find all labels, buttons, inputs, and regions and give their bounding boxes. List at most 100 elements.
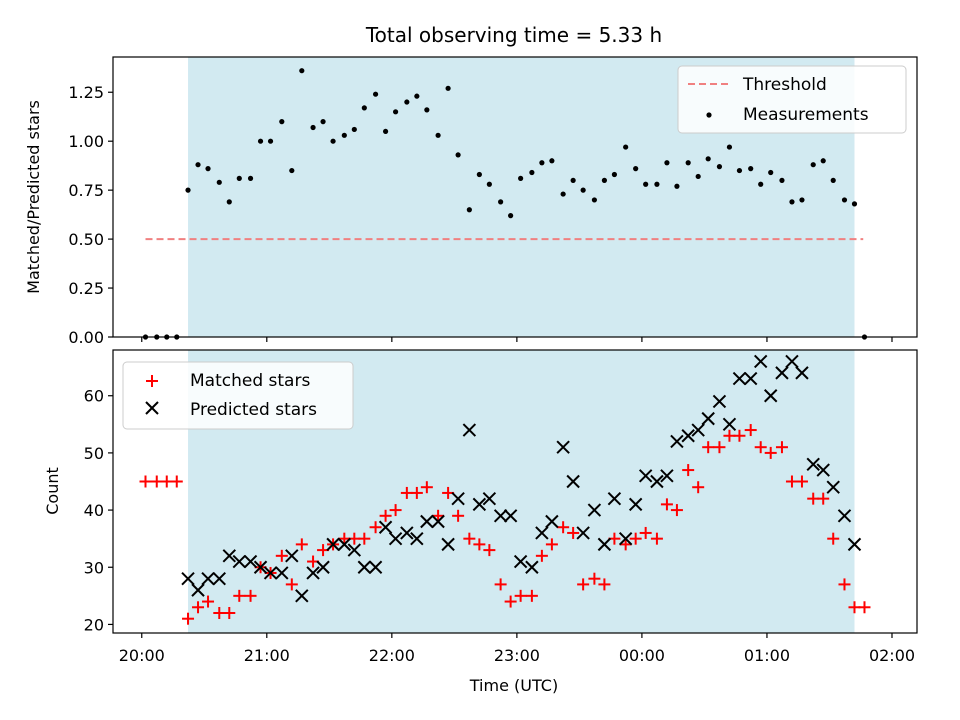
bottom-y-ticks: 20 30 40 50 60 [84,387,113,634]
legend-threshold-label: Threshold [742,75,827,95]
measurement-point [830,177,836,183]
predicted-star-point [357,560,372,574]
measurement-point [351,126,357,133]
matched-star-point [545,538,558,551]
matched-star-point [275,549,288,562]
matched-star-point [379,509,392,522]
measurement-point [455,152,461,158]
matched-star-point [577,578,590,591]
measurement-point [674,183,680,189]
predicted-star-point [576,526,590,540]
measurement-point [216,179,222,185]
bottom-y-axis-label: Count [43,467,62,515]
legend-measurements-swatch [706,112,712,118]
measurement-point [654,181,660,187]
bottom-panel: 20 30 40 50 60 20:00 21:00 22:00 23:00 00:00 01:0… [43,349,918,695]
top-y-tick-label: 0.25 [68,279,104,298]
matched-star-point [244,589,257,602]
predicted-star-point [222,549,236,563]
predicted-star-point [378,520,393,534]
measurement-point [205,166,211,172]
measurement-point [633,166,639,172]
measurement-point [748,166,754,172]
top-y-axis-label: Matched/Predicted stars [24,100,43,294]
matched-star-point [754,441,767,454]
matched-star-point [775,441,788,454]
predicted-star-point [441,537,455,552]
matched-star-point [557,521,570,534]
matched-star-point [692,481,705,494]
bottom-y-tick-label: 30 [84,558,104,577]
matched-star-point [338,532,351,545]
matched-star-point [432,509,445,522]
legend-predicted-label: Predicted stars [190,400,317,420]
predicted-star-point [431,514,445,529]
matched-star-point [223,606,236,619]
measurement-point [289,167,295,174]
x-tick-label: 20:00 [119,646,165,665]
matched-star-point [483,544,496,557]
matched-star-point [702,441,715,454]
measurement-point [560,191,566,197]
x-tick-label: 02:00 [869,646,915,665]
matched-star-point [182,612,195,625]
top-plot-frame [112,56,918,338]
predicted-star-point [763,389,778,403]
matched-star-point [838,578,851,591]
matched-star-point [410,486,423,499]
predicted-stars-points [181,354,862,603]
matched-star-point [733,429,746,442]
chart-title: Total observing time = 5.33 h [365,23,662,47]
predicted-star-point [691,423,705,437]
matched-star-point [629,532,642,545]
matched-star-point [670,504,683,517]
x-axis-label: Time (UTC) [469,676,558,695]
measurement-point [445,85,451,91]
measurement-point [611,171,618,178]
matched-star-point [795,475,808,488]
measurement-point [320,119,326,125]
measurement-point [549,158,555,164]
measurement-point [382,128,389,135]
predicted-star-point [493,509,508,523]
measurement-point [414,93,420,99]
predicted-star-point [566,474,580,489]
measurement-point [195,162,201,168]
measurement-point [736,167,743,174]
x-tick-label: 01:00 [744,646,790,665]
matched-star-point [369,521,382,534]
measurement-point [799,197,805,203]
predicted-star-point [295,589,309,603]
top-y-tick-label: 0.75 [68,181,104,200]
predicted-star-point [462,423,477,437]
matched-star-point [358,532,371,545]
measurement-point [810,162,816,168]
matched-star-point [420,481,433,494]
predicted-star-point [472,497,487,512]
predicted-star-point [806,457,820,472]
measurement-point [267,138,274,144]
matched-star-point [463,532,476,545]
predicted-star-point [837,509,852,523]
predicted-star-point [556,440,570,454]
predicted-star-point [326,537,340,552]
predicted-star-point [316,560,330,574]
predicted-star-point [337,537,352,552]
predicted-star-point [275,566,289,580]
bottom-plot-frame [112,349,918,634]
predicted-star-point [347,543,362,557]
predicted-star-point [525,560,539,574]
measurement-point [570,177,576,183]
measurement-point [341,132,347,138]
measurement-point [424,107,430,113]
measurement-point [820,158,826,164]
predicted-star-point [201,571,215,586]
predicted-star-point [243,554,258,569]
predicted-star-point [775,366,789,380]
matched-star-point [639,526,652,539]
measurement-point [392,109,399,115]
matched-star-point [285,578,298,591]
predicted-star-point [795,366,809,380]
predicted-star-point [420,514,434,529]
